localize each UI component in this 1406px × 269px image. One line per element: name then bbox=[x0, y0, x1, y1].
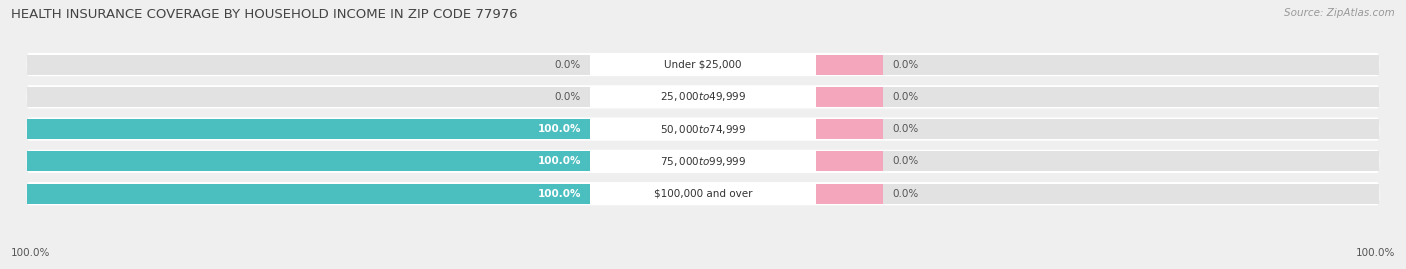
Bar bbox=[27, 184, 591, 204]
Bar bbox=[27, 87, 591, 107]
Bar bbox=[815, 151, 883, 171]
Text: $25,000 to $49,999: $25,000 to $49,999 bbox=[659, 90, 747, 103]
Text: $75,000 to $99,999: $75,000 to $99,999 bbox=[659, 155, 747, 168]
Bar bbox=[27, 151, 591, 171]
Bar bbox=[815, 119, 883, 139]
Bar bbox=[815, 184, 1379, 204]
Bar bbox=[27, 151, 591, 171]
Bar bbox=[815, 119, 1379, 139]
Text: 100.0%: 100.0% bbox=[537, 156, 581, 167]
Text: 0.0%: 0.0% bbox=[893, 156, 920, 167]
FancyBboxPatch shape bbox=[27, 118, 1379, 141]
Text: $50,000 to $74,999: $50,000 to $74,999 bbox=[659, 123, 747, 136]
Text: 100.0%: 100.0% bbox=[11, 248, 51, 258]
Bar bbox=[27, 184, 591, 204]
Bar bbox=[815, 87, 1379, 107]
Text: 100.0%: 100.0% bbox=[537, 124, 581, 134]
Text: $100,000 and over: $100,000 and over bbox=[654, 189, 752, 199]
Bar bbox=[815, 55, 883, 75]
Text: Under $25,000: Under $25,000 bbox=[664, 59, 742, 70]
FancyBboxPatch shape bbox=[27, 150, 1379, 173]
Bar bbox=[27, 55, 591, 75]
Text: 0.0%: 0.0% bbox=[893, 92, 920, 102]
Text: 0.0%: 0.0% bbox=[893, 124, 920, 134]
Text: 0.0%: 0.0% bbox=[893, 59, 920, 70]
Text: 0.0%: 0.0% bbox=[554, 92, 581, 102]
Bar bbox=[27, 119, 591, 139]
Bar bbox=[815, 151, 1379, 171]
Text: 100.0%: 100.0% bbox=[1355, 248, 1395, 258]
FancyBboxPatch shape bbox=[27, 182, 1379, 205]
Bar bbox=[815, 87, 883, 107]
Bar bbox=[815, 55, 1379, 75]
Bar bbox=[815, 184, 883, 204]
Text: 0.0%: 0.0% bbox=[554, 59, 581, 70]
Text: Source: ZipAtlas.com: Source: ZipAtlas.com bbox=[1284, 8, 1395, 18]
Text: 0.0%: 0.0% bbox=[893, 189, 920, 199]
Text: 100.0%: 100.0% bbox=[537, 189, 581, 199]
FancyBboxPatch shape bbox=[27, 85, 1379, 108]
FancyBboxPatch shape bbox=[27, 53, 1379, 76]
Bar bbox=[27, 119, 591, 139]
Text: HEALTH INSURANCE COVERAGE BY HOUSEHOLD INCOME IN ZIP CODE 77976: HEALTH INSURANCE COVERAGE BY HOUSEHOLD I… bbox=[11, 8, 517, 21]
